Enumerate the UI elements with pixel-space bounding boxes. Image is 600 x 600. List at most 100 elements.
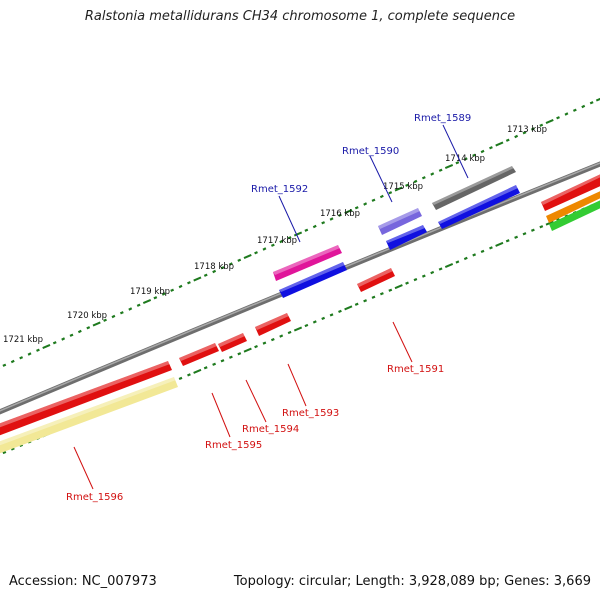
outer-tick-mark [287, 236, 292, 240]
inner-tick-mark [254, 344, 258, 349]
inner-tick-mark [287, 330, 292, 335]
inner-tick-mark [344, 305, 353, 311]
inner-tick-mark [354, 302, 359, 306]
outer-tick-mark [495, 141, 504, 147]
gene-partial-red-body-highlight [541, 174, 600, 205]
outer-tick-mark [128, 307, 133, 311]
gene-label-rmet-1596[interactable]: Rmet_1596 [66, 492, 123, 503]
gene-rmet-1593-body[interactable] [255, 313, 291, 336]
outer-tick-mark [344, 208, 353, 215]
inner-tick-mark [262, 341, 267, 345]
gene-rmet-1590b-body[interactable] [386, 225, 427, 250]
outer-tick-mark [505, 138, 510, 142]
gene-rmet-1589-body[interactable] [432, 166, 516, 210]
gene-rmet-1590-body-highlight [378, 208, 420, 229]
inner-tick-mark [338, 309, 342, 314]
gene-rmet-1596b-body[interactable] [0, 377, 178, 457]
leader-line-rmet-1593 [287, 363, 307, 407]
outer-tick-mark [455, 161, 460, 165]
gene-rmet-1591-body-highlight [357, 268, 393, 287]
gene-rmet-1594-body[interactable] [218, 333, 247, 352]
outer-tick-mark [430, 172, 435, 176]
outer-tick-mark [489, 146, 493, 150]
inner-tick-mark [243, 347, 252, 353]
outer-tick-mark [178, 284, 183, 289]
outer-tick-mark [589, 101, 594, 105]
gene-label-rmet-1595[interactable]: Rmet_1595 [205, 440, 262, 451]
outer-tick-mark [36, 348, 40, 352]
inner-tick-mark [463, 256, 468, 261]
outer-tick-mark [405, 183, 409, 187]
kbp-label-1714: 1714 kbp [445, 154, 485, 164]
leader-line-rmet-1590 [369, 155, 393, 203]
inner-tick-mark [455, 260, 460, 264]
gene-partial-green-body[interactable] [549, 198, 600, 231]
inner-tick-mark [363, 299, 368, 303]
kbp-label-1713: 1713 kbp [507, 125, 547, 135]
gene-rmet-1593-body-highlight [255, 313, 289, 330]
gene-rmet-1589b-body[interactable] [438, 185, 520, 229]
outer-tick-mark [530, 127, 535, 131]
outer-tick-mark [52, 341, 57, 345]
outer-tick-mark [522, 131, 527, 135]
outer-tick-mark [413, 179, 418, 184]
gene-label-rmet-1593[interactable]: Rmet_1593 [282, 408, 339, 419]
inner-tick-mark [472, 253, 477, 257]
inner-tick-mark [270, 337, 275, 342]
gene-label-rmet-1591[interactable]: Rmet_1591 [387, 364, 444, 375]
genome-summary-text: Topology: circular; Length: 3,928,089 bp… [233, 574, 591, 589]
gene-partial-red-body[interactable] [541, 172, 600, 211]
outer-tick-mark [321, 221, 326, 225]
gene-label-rmet-1592[interactable]: Rmet_1592 [251, 184, 308, 195]
outer-tick-mark [338, 213, 342, 217]
inner-tick-mark [212, 362, 217, 366]
gene-rmet-1596-body[interactable] [0, 361, 172, 439]
gene-partial-orange-body[interactable] [546, 189, 600, 223]
outer-tick-mark [371, 198, 376, 202]
gene-rmet-1592b-body[interactable] [279, 262, 347, 298]
outer-tick-mark [228, 262, 233, 266]
gene-rmet-1590-body[interactable] [378, 208, 422, 235]
inner-tick-mark [545, 220, 554, 226]
gene-rmet-1590b-body-highlight [386, 225, 425, 243]
gene-rmet-1591-body[interactable] [357, 268, 395, 292]
gene-label-rmet-1589[interactable]: Rmet_1589 [414, 113, 471, 124]
outer-tick-mark [212, 269, 217, 274]
outer-tick-mark [193, 276, 202, 282]
leader-line-rmet-1592 [278, 195, 301, 243]
outer-tick-mark [545, 118, 554, 125]
outer-tick-mark [581, 104, 586, 109]
inner-tick-mark [237, 352, 242, 356]
outer-tick-mark [103, 318, 107, 322]
inner-tick-mark [421, 274, 426, 278]
outer-tick-mark [61, 337, 66, 341]
leader-line-rmet-1596 [73, 446, 94, 490]
gene-rmet-1592b-body-highlight [279, 262, 345, 292]
inner-tick-mark [203, 366, 208, 370]
gene-label-rmet-1590[interactable]: Rmet_1590 [342, 146, 399, 157]
outer-tick-mark [463, 157, 468, 161]
outer-tick-mark [27, 352, 32, 356]
outer-tick-mark [363, 202, 368, 206]
inner-tick-mark [321, 316, 326, 321]
inner-tick-mark [556, 217, 560, 222]
gene-rmet-1594-body-highlight [218, 333, 245, 347]
outer-tick-mark [136, 303, 141, 307]
kbp-label-1720: 1720 kbp [67, 311, 107, 321]
gene-rmet-1592-body[interactable] [273, 245, 342, 281]
inner-tick-mark [495, 241, 504, 247]
inner-tick-mark [228, 355, 233, 359]
leader-line-rmet-1591 [392, 321, 413, 363]
outer-tick-mark [270, 243, 275, 247]
gene-label-rmet-1594[interactable]: Rmet_1594 [242, 424, 299, 435]
inner-tick-mark [530, 228, 535, 232]
kbp-label-1715: 1715 kbp [383, 182, 423, 192]
outer-tick-mark [394, 186, 403, 192]
outer-tick-mark [312, 224, 317, 229]
outer-tick-mark [10, 359, 15, 364]
inner-tick-mark [388, 288, 393, 292]
map-title: Ralstonia metallidurans CH34 chromosome … [84, 9, 516, 24]
outer-tick-mark [254, 251, 258, 255]
outer-tick-mark [279, 239, 284, 244]
gene-rmet-1595-body[interactable] [179, 343, 219, 366]
